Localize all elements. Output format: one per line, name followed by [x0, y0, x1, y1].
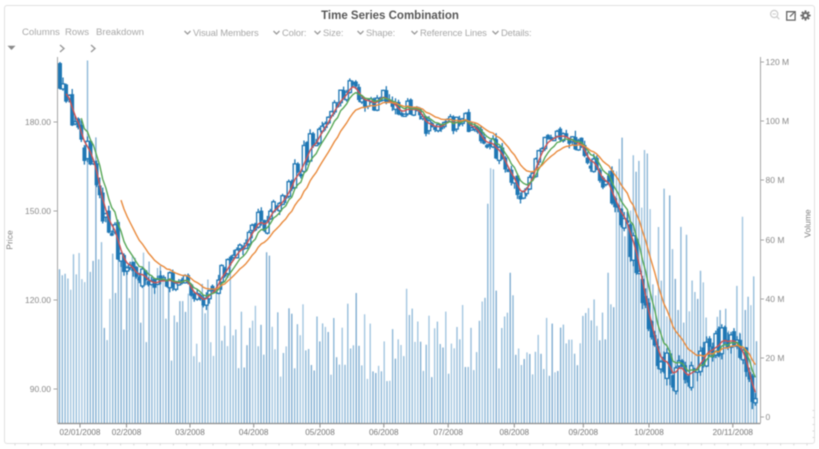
svg-text:180.00: 180.00 [25, 117, 51, 127]
svg-text:60 M: 60 M [766, 235, 785, 245]
svg-text:100 M: 100 M [766, 116, 790, 126]
svg-text:02/2008: 02/2008 [112, 428, 142, 437]
svg-text:40 M: 40 M [766, 294, 785, 304]
svg-text:20 M: 20 M [766, 353, 785, 363]
svg-text:Volume: Volume [803, 209, 813, 238]
svg-text:07/2008: 07/2008 [433, 428, 463, 437]
svg-text:04/2008: 04/2008 [239, 428, 269, 437]
svg-text:150.00: 150.00 [25, 206, 51, 216]
svg-text:0: 0 [766, 412, 771, 422]
svg-text:90.00: 90.00 [30, 384, 52, 394]
svg-text:Price: Price [5, 230, 15, 250]
svg-text:03/2008: 03/2008 [175, 428, 205, 437]
svg-text:120 M: 120 M [766, 57, 790, 67]
svg-text:20/11/2008: 20/11/2008 [713, 428, 754, 437]
svg-text:09/2008: 09/2008 [568, 428, 598, 437]
svg-text:10/2008: 10/2008 [634, 428, 664, 437]
svg-text:02/01/2008: 02/01/2008 [60, 428, 101, 437]
svg-text:80 M: 80 M [766, 175, 785, 185]
svg-text:120.00: 120.00 [25, 295, 51, 305]
svg-text:05/2008: 05/2008 [305, 428, 335, 437]
svg-text:08/2008: 08/2008 [499, 428, 529, 437]
svg-text:06/2008: 06/2008 [369, 428, 399, 437]
